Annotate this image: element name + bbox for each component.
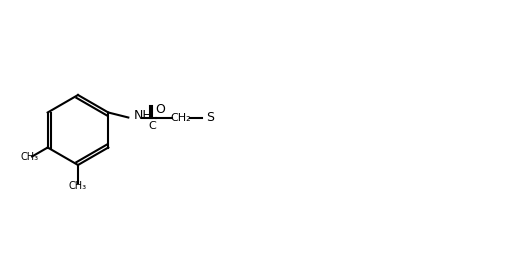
Text: S: S [206, 111, 214, 124]
Text: CH₂: CH₂ [170, 113, 190, 122]
Text: C: C [149, 120, 156, 131]
Text: NH: NH [133, 109, 152, 122]
Text: O: O [156, 102, 165, 115]
Text: CH₃: CH₃ [69, 181, 87, 191]
Text: CH₃: CH₃ [20, 152, 38, 161]
